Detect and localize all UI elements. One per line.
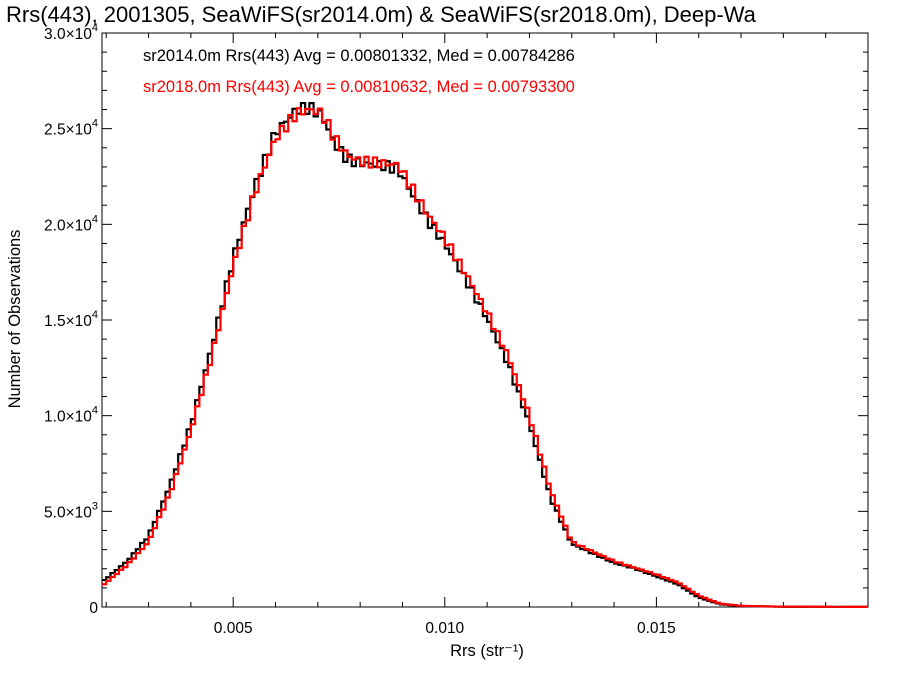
legend-series-1: sr2014.0m Rrs(443) Avg = 0.00801332, Med… <box>143 47 575 65</box>
x-tick-label: 0.010 <box>425 620 464 637</box>
y-tick-label: 2.0×104 <box>44 213 98 234</box>
y-tick-mantissa: 5.0×10 <box>44 504 92 521</box>
y-tick-label: 0 <box>89 600 98 617</box>
x-tick-label: 0.015 <box>637 620 676 637</box>
y-tick-exponent: 4 <box>92 309 98 321</box>
x-tick-label: 0.005 <box>214 620 253 637</box>
y-tick-mantissa: 1.5×10 <box>44 313 92 330</box>
y-axis-label: Number of Observations <box>6 230 24 409</box>
y-tick-exponent: 4 <box>92 213 98 225</box>
x-axis-label: Rrs (str⁻¹) <box>450 642 524 660</box>
y-tick-mantissa: 2.5×10 <box>44 122 92 139</box>
y-tick-exponent: 4 <box>92 22 98 34</box>
y-tick-exponent: 3 <box>92 500 98 512</box>
y-tick-label: 2.5×104 <box>44 118 98 139</box>
y-tick-mantissa: 2.0×10 <box>44 217 92 234</box>
y-tick-label: 3.0×104 <box>44 22 98 43</box>
chart-title: Rrs(443), 2001305, SeaWiFS(sr2014.0m) & … <box>6 2 757 27</box>
y-tick-label: 1.5×104 <box>44 309 98 330</box>
histogram-series-2 <box>102 107 868 608</box>
y-tick-label: 1.0×104 <box>44 405 98 426</box>
y-tick-mantissa: 1.0×10 <box>44 409 92 426</box>
plot-area: 0.005 0.010 0.01505.0×1031.0×1041.5×1042.0… <box>44 22 869 637</box>
y-tick-exponent: 4 <box>92 118 98 130</box>
y-tick-mantissa: 0 <box>89 600 98 617</box>
legend-series-2: sr2018.0m Rrs(443) Avg = 0.00810632, Med… <box>143 78 575 96</box>
histogram-series-1 <box>102 101 868 608</box>
y-tick-exponent: 4 <box>92 405 98 417</box>
y-tick-label: 5.0×103 <box>44 500 98 521</box>
y-tick-mantissa: 3.0×10 <box>44 26 92 43</box>
